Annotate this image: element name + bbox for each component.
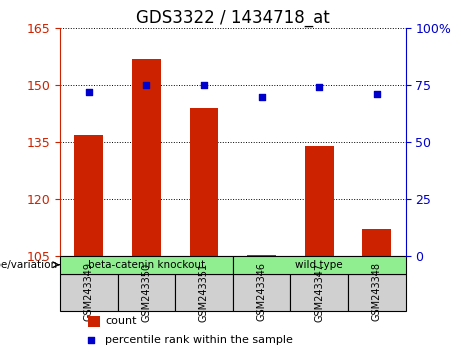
FancyBboxPatch shape	[60, 256, 233, 274]
FancyBboxPatch shape	[60, 274, 118, 310]
Text: beta-catenin knockout: beta-catenin knockout	[88, 260, 205, 270]
Text: wild type: wild type	[296, 260, 343, 270]
Text: GSM243349: GSM243349	[84, 262, 94, 321]
Title: GDS3322 / 1434718_at: GDS3322 / 1434718_at	[136, 9, 330, 27]
Text: percentile rank within the sample: percentile rank within the sample	[105, 335, 293, 345]
Point	[88, 337, 95, 342]
Text: GSM243351: GSM243351	[199, 262, 209, 321]
Text: GSM243347: GSM243347	[314, 262, 324, 321]
FancyBboxPatch shape	[118, 274, 175, 310]
Bar	[74, 135, 103, 256]
FancyBboxPatch shape	[233, 256, 406, 274]
Point	[85, 89, 92, 95]
Text: GSM243348: GSM243348	[372, 262, 382, 321]
Point	[373, 91, 381, 97]
Bar	[88, 316, 100, 327]
Text: GSM243346: GSM243346	[257, 262, 266, 321]
FancyBboxPatch shape	[233, 274, 290, 310]
Bar	[362, 229, 391, 256]
Point	[258, 94, 266, 99]
Bar	[247, 255, 276, 256]
Point	[200, 82, 207, 88]
Point	[142, 82, 150, 88]
FancyBboxPatch shape	[348, 274, 406, 310]
Point	[315, 85, 323, 90]
Bar	[132, 59, 161, 256]
Bar	[189, 108, 219, 256]
FancyBboxPatch shape	[175, 274, 233, 310]
Text: GSM243350: GSM243350	[142, 262, 151, 321]
Text: genotype/variation: genotype/variation	[0, 260, 57, 270]
Bar	[305, 146, 334, 256]
Text: count: count	[105, 316, 136, 326]
FancyBboxPatch shape	[290, 274, 348, 310]
